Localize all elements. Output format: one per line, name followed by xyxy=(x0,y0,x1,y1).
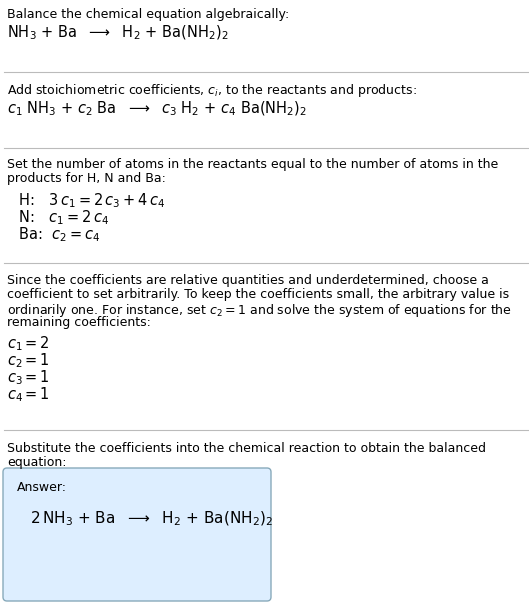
Text: H:   $3\,c_1 = 2\,c_3 + 4\,c_4$: H: $3\,c_1 = 2\,c_3 + 4\,c_4$ xyxy=(14,191,166,209)
Text: remaining coefficients:: remaining coefficients: xyxy=(7,316,151,329)
Text: $c_1 = 2$: $c_1 = 2$ xyxy=(7,334,50,353)
Text: $c_2 = 1$: $c_2 = 1$ xyxy=(7,351,50,370)
Text: Balance the chemical equation algebraically:: Balance the chemical equation algebraica… xyxy=(7,8,289,21)
Text: equation:: equation: xyxy=(7,456,67,469)
Text: ordinarily one. For instance, set $c_2 = 1$ and solve the system of equations fo: ordinarily one. For instance, set $c_2 =… xyxy=(7,302,512,319)
Text: Ba:  $c_2 = c_4$: Ba: $c_2 = c_4$ xyxy=(14,225,101,243)
Text: $2\,\mathregular{NH_3}$ + Ba  $\longrightarrow$  $\mathregular{H_2}$ + Ba$\mathr: $2\,\mathregular{NH_3}$ + Ba $\longright… xyxy=(30,510,273,529)
Text: $c_1$ $\mathregular{NH_3}$ + $c_2$ Ba  $\longrightarrow$  $c_3$ $\mathregular{H_: $c_1$ $\mathregular{NH_3}$ + $c_2$ Ba $\… xyxy=(7,100,307,118)
Text: N:   $c_1 = 2\,c_4$: N: $c_1 = 2\,c_4$ xyxy=(14,208,109,226)
Text: $c_3 = 1$: $c_3 = 1$ xyxy=(7,368,50,387)
Text: Add stoichiometric coefficients, $c_i$, to the reactants and products:: Add stoichiometric coefficients, $c_i$, … xyxy=(7,82,417,99)
Text: $\mathregular{NH_3}$ + Ba  $\longrightarrow$  $\mathregular{H_2}$ + Ba$\mathregu: $\mathregular{NH_3}$ + Ba $\longrightarr… xyxy=(7,24,229,42)
FancyBboxPatch shape xyxy=(3,468,271,601)
Text: Answer:: Answer: xyxy=(17,481,67,494)
Text: Set the number of atoms in the reactants equal to the number of atoms in the: Set the number of atoms in the reactants… xyxy=(7,158,498,171)
Text: Since the coefficients are relative quantities and underdetermined, choose a: Since the coefficients are relative quan… xyxy=(7,274,489,287)
Text: coefficient to set arbitrarily. To keep the coefficients small, the arbitrary va: coefficient to set arbitrarily. To keep … xyxy=(7,288,509,301)
Text: Substitute the coefficients into the chemical reaction to obtain the balanced: Substitute the coefficients into the che… xyxy=(7,442,486,455)
Text: $c_4 = 1$: $c_4 = 1$ xyxy=(7,385,50,404)
Text: products for H, N and Ba:: products for H, N and Ba: xyxy=(7,172,166,185)
